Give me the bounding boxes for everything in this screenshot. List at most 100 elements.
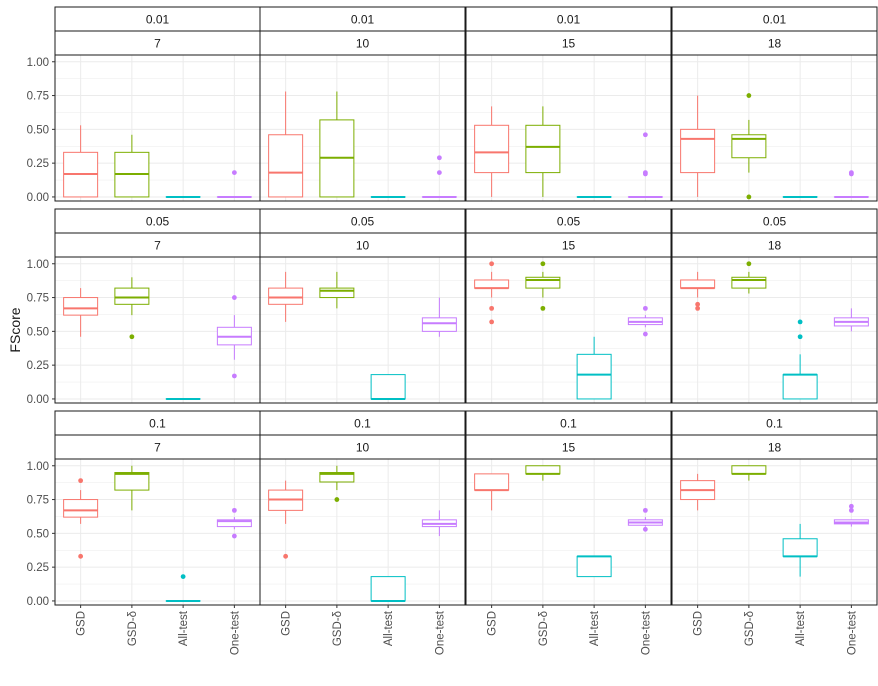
panel-background	[466, 257, 671, 403]
facet-panel-0.05-10: 0.05 10	[259, 208, 466, 404]
facet-strip-row-label: 0.05	[763, 215, 787, 229]
x-tick-label: GSD-δ	[538, 611, 550, 646]
panel-border	[671, 458, 878, 606]
facet-strip-row-label: 0.01	[146, 13, 170, 27]
box-iqr	[370, 374, 406, 400]
outlier-point	[489, 305, 495, 311]
box-iqr	[525, 124, 561, 174]
panel-border	[465, 458, 672, 606]
facet-strip-row-label: 0.1	[149, 417, 166, 431]
box-GSD	[680, 271, 716, 311]
outlier-point	[642, 507, 648, 513]
box-All-test	[165, 574, 201, 602]
box-All-test	[576, 336, 612, 400]
box-GSD	[63, 288, 99, 337]
box-iqr	[680, 279, 716, 289]
x-tick-label: GSD	[693, 611, 705, 636]
y-tick-label: 0.75	[27, 495, 49, 507]
facet-panel-0.1-18: 0.1 18 GSD GSD-δ All-test One-test	[671, 410, 878, 655]
box-iqr	[782, 374, 818, 400]
facet-strip-row	[671, 208, 878, 234]
facet-strip-col-label: 15	[562, 37, 576, 51]
x-tick-label: GSD-δ	[744, 611, 756, 646]
facet-strip-col	[465, 232, 672, 258]
x-tick-label: One-test	[229, 610, 241, 655]
outlier-point	[436, 170, 442, 176]
x-tick-label: GSD	[76, 611, 88, 636]
facet-strip-row	[259, 6, 466, 32]
outlier-point	[695, 305, 701, 311]
outlier-point	[489, 261, 495, 267]
outlier-point	[436, 155, 442, 161]
box-iqr	[731, 134, 767, 159]
outlier-point	[642, 331, 648, 337]
facet-strip-col	[259, 30, 466, 56]
box-iqr	[731, 276, 767, 289]
box-All-test	[370, 576, 406, 602]
box-iqr	[216, 519, 252, 528]
y-tick-label: 0.00	[27, 192, 49, 204]
facet-strip-col-label: 18	[768, 239, 782, 253]
box-GSD	[474, 473, 510, 511]
box-All-test	[370, 374, 406, 400]
box-GSD-δ	[319, 91, 355, 198]
box-GSD-δ	[114, 134, 150, 198]
box-One-test	[421, 510, 457, 537]
outlier-point	[283, 553, 289, 559]
panel-border	[259, 256, 466, 404]
panel-border	[671, 54, 878, 202]
y-tick-label: 1.00	[27, 57, 49, 69]
facet-panel-0.01-10: 0.01 10	[259, 6, 466, 202]
box-All-test	[782, 523, 818, 577]
box-GSD-δ	[319, 271, 355, 309]
facet-strip-col-label: 7	[154, 441, 161, 455]
x-tick-label: GSD-δ	[127, 611, 139, 646]
box-iqr	[782, 538, 818, 557]
box-All-test	[576, 555, 612, 578]
box-GSD	[268, 271, 304, 322]
y-tick-label: 1.00	[27, 461, 49, 473]
outlier-point	[180, 574, 186, 580]
panel-background	[672, 257, 877, 403]
box-One-test	[833, 503, 869, 527]
outlier-point	[231, 170, 237, 176]
outlier-point	[540, 305, 546, 311]
y-axis-title: FScore	[7, 307, 23, 352]
facet-strip-col-label: 10	[356, 37, 370, 51]
box-iqr	[576, 353, 612, 400]
facet-strip-row-label: 0.05	[557, 215, 581, 229]
facet-strip-row-label: 0.1	[354, 417, 371, 431]
box-GSD	[474, 261, 510, 325]
outlier-point	[746, 93, 752, 98]
outlier-point	[746, 261, 752, 267]
box-One-test	[216, 295, 252, 379]
outlier-point	[797, 319, 803, 325]
x-tick-label: GSD	[487, 611, 499, 636]
facet-strip-col	[259, 232, 466, 258]
box-One-test	[216, 170, 252, 198]
facet-strip-row-label: 0.1	[560, 417, 577, 431]
box-GSD-δ	[319, 465, 355, 502]
box-iqr	[680, 128, 716, 174]
box-GSD-δ	[731, 465, 767, 481]
box-iqr	[319, 287, 355, 299]
facet-strip-row-label: 0.01	[557, 13, 581, 27]
y-tick-label: 1.00	[27, 259, 49, 271]
panel-border	[259, 458, 466, 606]
box-GSD	[680, 473, 716, 511]
box-iqr	[319, 472, 355, 483]
box-GSD	[268, 91, 304, 198]
box-GSD	[680, 95, 716, 197]
outlier-point	[231, 373, 237, 379]
x-tick-label: One-test	[640, 610, 652, 655]
outlier-point	[642, 526, 648, 532]
facet-strip-col-label: 7	[154, 239, 161, 253]
outlier-point	[848, 503, 854, 509]
y-tick-label: 0.50	[27, 326, 49, 338]
facet-strip-row	[259, 410, 466, 436]
panel-background	[672, 55, 877, 201]
y-tick-label: 0.50	[27, 528, 49, 540]
outlier-point	[642, 305, 648, 311]
outlier-point	[848, 170, 854, 176]
